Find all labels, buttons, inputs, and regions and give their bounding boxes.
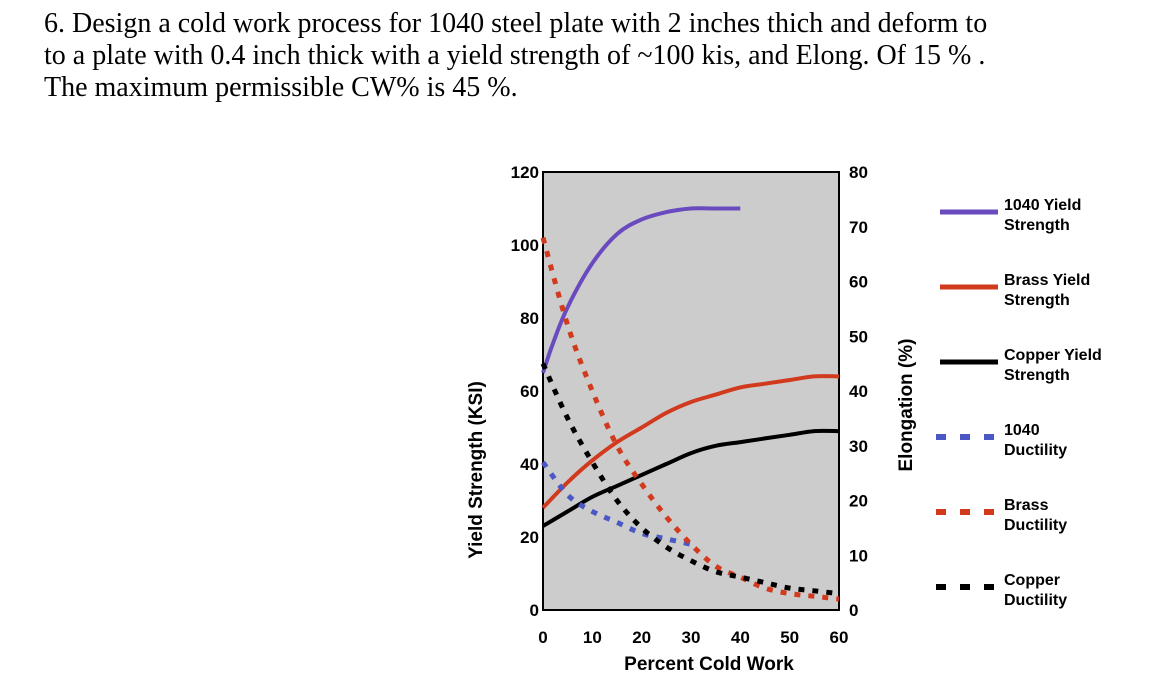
y2-tick-label: 20: [849, 492, 868, 511]
y-tick-label: 60: [520, 382, 539, 401]
y-tick-label: 0: [530, 601, 539, 620]
legend-label-5: Ductility: [1004, 517, 1067, 534]
x-tick-label: 20: [632, 628, 651, 647]
problem-line: The maximum permissible CW% is 45 %.: [44, 72, 518, 103]
y2-tick-label: 0: [849, 601, 858, 620]
legend-label-6: Ductility: [1004, 592, 1067, 609]
plot-area: [542, 171, 840, 611]
x-tick-label: 40: [731, 628, 750, 647]
legend-label-3: Strength: [1004, 367, 1070, 384]
y-tick-label: 80: [520, 309, 539, 328]
series-line-3: [541, 428, 840, 528]
y2-tick-label: 10: [849, 546, 868, 565]
legend-label-1: 1040 Yield: [1004, 197, 1081, 214]
legend-label-4: Ductility: [1004, 442, 1067, 459]
x-tick-label: 0: [538, 628, 547, 647]
x-axis-label: Percent Cold Work: [624, 654, 794, 675]
series-line-2: [541, 374, 840, 510]
y-tick-label: 40: [520, 455, 539, 474]
y-tick-label: 100: [511, 236, 539, 255]
problem-line: to a plate with 0.4 inch thick with a yi…: [44, 40, 986, 71]
series-layer: [540, 206, 840, 602]
legend-label-5: Brass: [1004, 497, 1049, 514]
y2-tick-label: 30: [849, 437, 868, 456]
x-tick-label: 50: [780, 628, 799, 647]
legend: 1040 Yield Strength Brass Yield Strength Cop…: [936, 197, 1102, 609]
y-axis-label: Yield Strength (KSI): [466, 381, 487, 559]
y2-tick-label: 60: [849, 273, 868, 292]
legend-label-4: 1040: [1004, 422, 1040, 439]
y2-tick-label: 80: [849, 163, 868, 182]
y-tick-label: 20: [520, 528, 539, 547]
series-line-6: [540, 362, 840, 597]
y2-tick-label: 50: [849, 327, 868, 346]
legend-label-2: Strength: [1004, 292, 1070, 309]
problem-statement: 6. Design a cold work process for 1040 s…: [44, 8, 1154, 104]
legend-label-6: Copper: [1004, 572, 1060, 589]
y2-axis-label: Elongation (%): [896, 339, 917, 472]
y-tick-label: 120: [511, 163, 539, 182]
legend-label-3: Copper Yield: [1004, 347, 1102, 364]
x-tick-label: 10: [583, 628, 602, 647]
series-line-1: [541, 206, 741, 374]
problem-line: 6. Design a cold work process for 1040 s…: [44, 8, 988, 39]
x-tick-label: 30: [682, 628, 701, 647]
ticks-layer: 0 20 40 60 80 100 120 0 10 20 30 40 50 60 70 80 0 10 20 30 4…: [511, 163, 868, 647]
legend-label-2: Brass Yield: [1004, 272, 1090, 289]
y2-tick-label: 40: [849, 382, 868, 401]
x-tick-label: 60: [830, 628, 849, 647]
y2-tick-label: 70: [849, 218, 868, 237]
legend-label-1: Strength: [1004, 217, 1070, 234]
